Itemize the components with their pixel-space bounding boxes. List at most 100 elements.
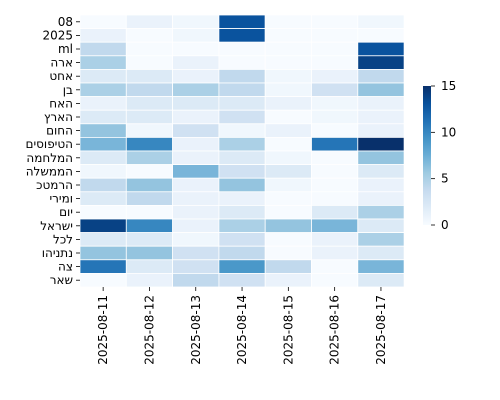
heatmap-cell — [357, 218, 405, 234]
heatmap-cell — [125, 259, 174, 274]
heatmap-cell — [311, 272, 359, 288]
heatmap-cell — [79, 204, 127, 220]
colorbar-tick-label: 5 — [441, 172, 449, 186]
x-tick-label: 2025-08-17 — [374, 295, 388, 365]
heatmap-cell — [311, 28, 359, 43]
y-tick-label: האח — [49, 96, 73, 110]
x-tick-label: 2025-08-16 — [328, 295, 342, 365]
x-tick-label: 2025-08-11 — [96, 295, 110, 365]
heatmap-cell — [79, 136, 127, 152]
heatmap-cell — [218, 204, 266, 220]
y-tick-label: ישראל — [40, 219, 73, 233]
y-tick-label: החום — [46, 124, 73, 138]
heatmap-cell — [172, 96, 220, 111]
colorbar: 0 5 10 15 — [423, 79, 456, 232]
heatmap-cell — [79, 123, 127, 138]
heatmap-cell — [264, 164, 312, 179]
heatmap-cell — [172, 123, 220, 138]
heatmap-cell — [172, 82, 220, 98]
colorbar-tick-label: 0 — [441, 218, 449, 232]
y-tick-label: ומירי — [49, 192, 73, 206]
heatmap-cell — [218, 150, 266, 166]
x-tick-label: 2025-08-13 — [189, 295, 203, 365]
heatmap-cell — [357, 123, 405, 138]
heatmap-cell — [172, 14, 220, 30]
heatmap-cell — [357, 245, 405, 261]
heatmap-cell — [311, 109, 359, 125]
heatmap-cell — [264, 191, 312, 206]
heatmap-cell — [357, 204, 405, 220]
heatmap-cell — [172, 259, 220, 274]
heatmap-cell — [264, 245, 312, 261]
y-tick-label: יום — [59, 205, 73, 219]
heatmap-cell — [79, 41, 127, 57]
heatmap-cell — [218, 109, 266, 125]
heatmap-cell — [79, 28, 127, 43]
heatmap-cell — [172, 136, 220, 152]
heatmap-cell — [311, 41, 359, 57]
heatmap-cell — [125, 150, 174, 166]
heatmap-cell — [218, 272, 266, 288]
heatmap-cell — [172, 69, 220, 84]
heatmap-cell — [357, 14, 405, 30]
x-tick-label: 2025-08-14 — [235, 295, 249, 365]
heatmap-cell — [264, 123, 312, 138]
heatmap-cell — [172, 191, 220, 206]
heatmap-cell — [218, 245, 266, 261]
heatmap-cell — [311, 14, 359, 30]
heatmap-cell — [357, 96, 405, 111]
heatmap-cell — [125, 55, 174, 70]
heatmap-cell — [172, 150, 220, 166]
y-tick-labels: 082025mlארהאחטבןהאחהארץהחוםהטיפוסיםהמלחמ… — [25, 15, 80, 287]
y-tick-label: אחט — [49, 69, 73, 83]
heatmap-cell — [125, 69, 174, 84]
heatmap-cell — [172, 28, 220, 43]
heatmap-cell — [172, 232, 220, 247]
heatmap-cell — [125, 218, 174, 234]
heatmap-cell — [264, 28, 312, 43]
heatmap-cell — [311, 232, 359, 247]
heatmap-cell — [172, 164, 220, 179]
heatmap-cell — [172, 245, 220, 261]
heatmap-cell — [125, 136, 174, 152]
heatmap-cell — [218, 136, 266, 152]
heatmap-cell — [357, 272, 405, 288]
heatmap-cell — [311, 136, 359, 152]
y-tick-label: 2025 — [42, 28, 73, 42]
heatmap-cell — [311, 245, 359, 261]
heatmap-cell — [357, 164, 405, 179]
heatmap-cell — [311, 204, 359, 220]
heatmap-cell — [125, 204, 174, 220]
y-tick-label: ארה — [50, 56, 73, 70]
y-tick-label: הממשלה — [26, 164, 73, 178]
heatmap-cell — [264, 150, 312, 166]
heatmap-cell — [125, 82, 174, 98]
colorbar-tick-label: 10 — [441, 125, 456, 139]
heatmap-cell — [125, 41, 174, 57]
heatmap-cell — [264, 136, 312, 152]
heatmap-cell — [79, 177, 127, 193]
heatmap-cell — [79, 272, 127, 288]
heatmap-cell — [357, 55, 405, 70]
heatmap-cell — [218, 191, 266, 206]
heatmap-cell — [125, 14, 174, 30]
heatmap-cell — [125, 177, 174, 193]
heatmap-cell — [125, 109, 174, 125]
x-tick-label: 2025-08-15 — [281, 295, 295, 365]
heatmap-cells — [79, 14, 405, 288]
heatmap-cell — [218, 14, 266, 30]
heatmap-cell — [311, 164, 359, 179]
heatmap-cell — [264, 14, 312, 30]
heatmap-cell — [218, 164, 266, 179]
heatmap-cell — [172, 218, 220, 234]
y-tick-label: 08 — [58, 15, 73, 29]
heatmap-cell — [264, 82, 312, 98]
heatmap-cell — [264, 272, 312, 288]
y-tick-label: הארץ — [44, 110, 73, 124]
colorbar-ticks: 0 5 10 15 — [431, 79, 456, 232]
heatmap-cell — [357, 41, 405, 57]
heatmap-cell — [218, 232, 266, 247]
heatmap-cell — [264, 55, 312, 70]
heatmap-cell — [79, 218, 127, 234]
y-tick-label: המלחמה — [26, 151, 73, 165]
